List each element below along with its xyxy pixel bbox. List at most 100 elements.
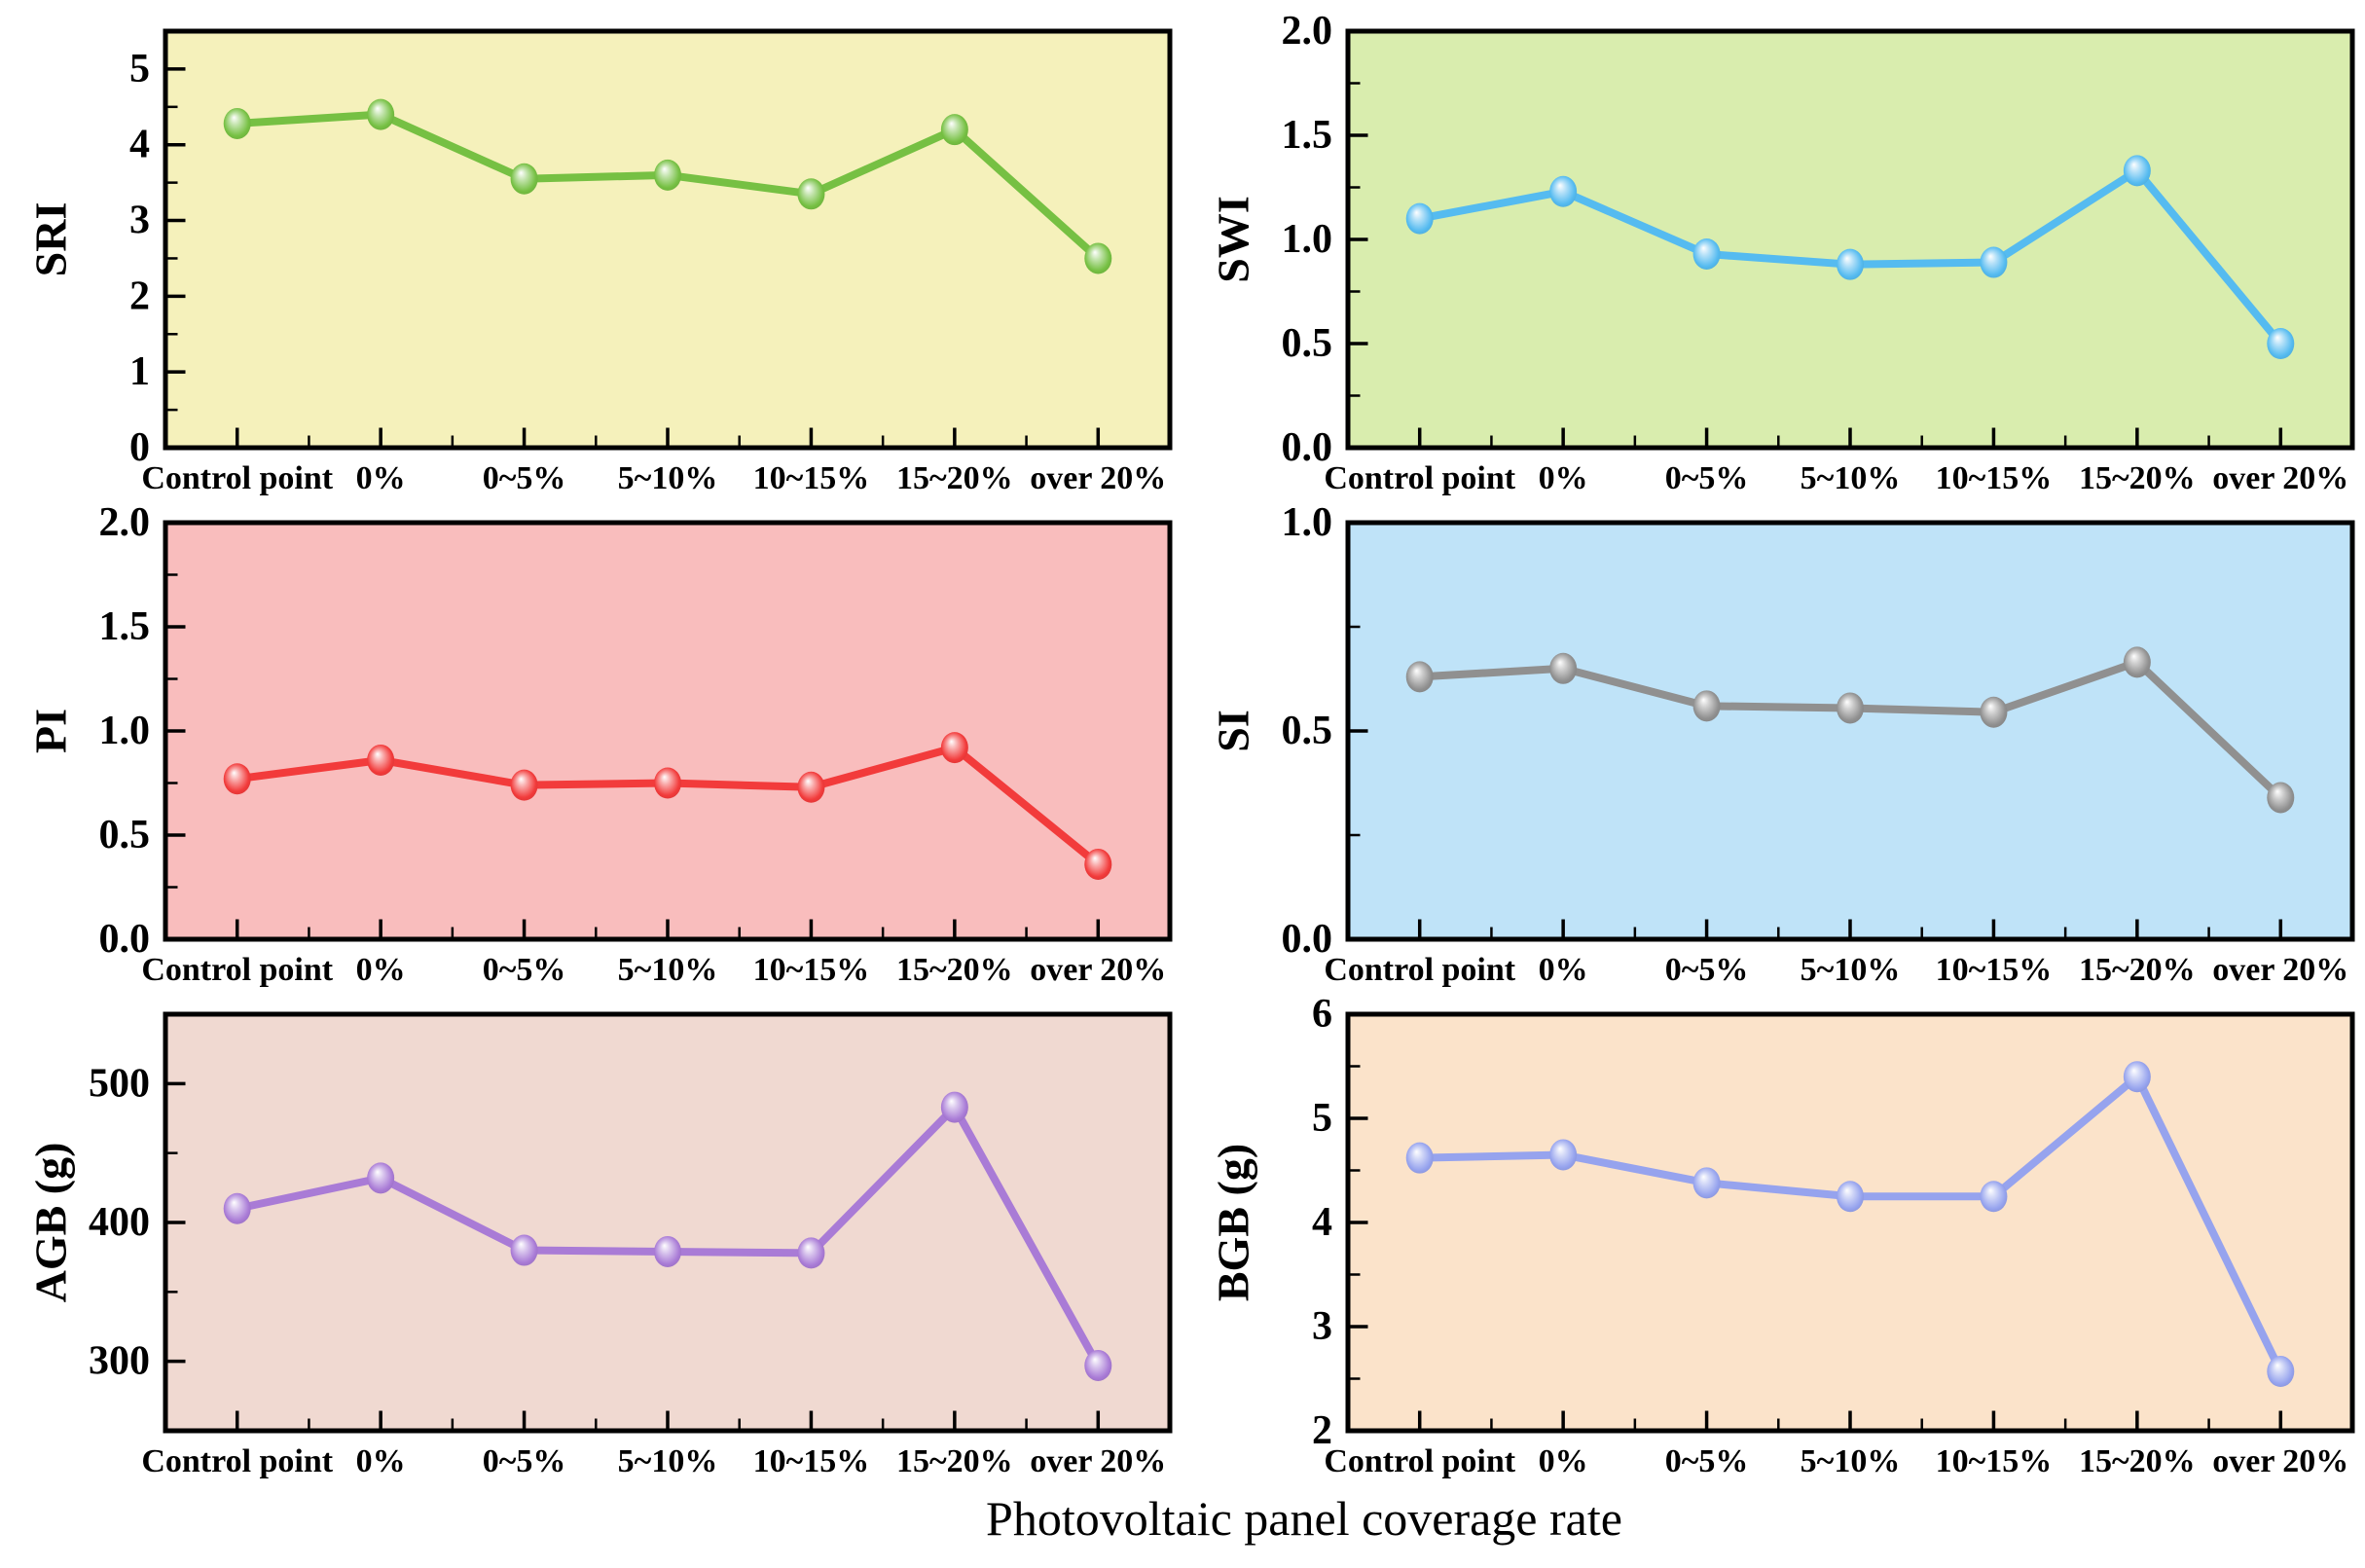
x-tick-label: 5~10% — [618, 952, 718, 988]
data-point — [1549, 652, 1578, 684]
x-tick-label: 0~5% — [483, 460, 566, 496]
plot-border — [163, 1011, 1173, 1434]
x-tick-label: 0% — [356, 1443, 406, 1479]
x-tick-label: 0~5% — [1665, 1443, 1749, 1479]
panel-swi: 0.0 0.5 1.0 1.5 2.0 Control point 0% 0~5% 5~10% 1… — [1182, 10, 2365, 501]
data-point — [797, 771, 825, 803]
plot-area — [1348, 1014, 2352, 1431]
plot-area — [1348, 523, 2352, 939]
x-tick-label: 15~20% — [2079, 460, 2196, 496]
data-point — [367, 744, 395, 776]
x-tick-label: 0% — [1539, 952, 1588, 988]
y-tick-label: 300 — [89, 1339, 150, 1384]
y-tick-label: 3 — [129, 199, 150, 243]
x-tick-label: 0% — [1539, 1443, 1588, 1479]
data-point — [367, 1162, 395, 1194]
y-tick-label: 2.0 — [99, 501, 151, 545]
data-point — [1980, 246, 2008, 278]
x-tick-label: 15~20% — [896, 1443, 1013, 1479]
x-tick-label: 10~15% — [753, 1443, 870, 1479]
y-tick-label: 2 — [1312, 1408, 1332, 1453]
data-point — [510, 769, 538, 801]
data-point — [654, 767, 681, 799]
pi-chart: 0.0 0.5 1.0 1.5 2.0 Control point 0% 0~5% 5~10% 1… — [26, 501, 1173, 988]
data-point — [797, 1237, 825, 1269]
x-tick-label: over 20% — [1030, 460, 1166, 496]
y-tick-label: 5 — [1312, 1096, 1332, 1141]
data-point — [2267, 1356, 2295, 1388]
swi-chart: 0.0 0.5 1.0 1.5 2.0 Control point 0% 0~5% 5~10% 1… — [1209, 10, 2355, 496]
x-tick-label: 0% — [1539, 460, 1588, 496]
panel-agb: 300 400 500 Control point 0% 0~5% 5~10% 10~15% 1… — [0, 993, 1182, 1484]
x-tick-label: 5~10% — [1801, 1443, 1901, 1479]
panel-pi: 0.0 0.5 1.0 1.5 2.0 Control point 0% 0~5% 5~10% 1… — [0, 501, 1182, 993]
x-tick-label: 5~10% — [618, 460, 718, 496]
x-tick-label: 10~15% — [1936, 460, 2053, 496]
data-point — [1084, 1349, 1112, 1381]
x-tick-label: over 20% — [2212, 952, 2348, 988]
y-axis-label: SRI — [26, 202, 76, 277]
y-tick-label: 0.5 — [1282, 709, 1333, 753]
x-tick-label: Control point — [1324, 1443, 1515, 1479]
y-tick-label: 2.0 — [1282, 10, 1333, 54]
x-tick-label: 15~20% — [2079, 952, 2196, 988]
x-axis-title: Photovoltaic panel coverage rate — [986, 1491, 1622, 1546]
x-tick-label: 15~20% — [896, 952, 1013, 988]
x-tick-label: Control point — [141, 952, 333, 988]
y-axis-label: BGB (g) — [1209, 1144, 1258, 1301]
chart-grid: 0 1 2 3 4 5 Control point 0% 0~5% 5~10% 10~15% 15~2… — [0, 10, 2365, 1484]
x-tick-label: over 20% — [1030, 1443, 1166, 1479]
x-tick-label: 10~15% — [753, 460, 870, 496]
y-tick-label: 1 — [129, 349, 150, 394]
data-point — [1837, 1181, 1864, 1213]
panel-sri: 0 1 2 3 4 5 Control point 0% 0~5% 5~10% 10~15% 15~2… — [0, 10, 1182, 501]
data-point — [2123, 646, 2151, 678]
y-tick-label: 1.5 — [1282, 113, 1333, 158]
data-point — [1549, 175, 1578, 207]
data-point — [1084, 848, 1112, 880]
data-point — [2123, 155, 2151, 187]
data-point — [223, 107, 251, 139]
y-tick-label: 4 — [1312, 1200, 1332, 1245]
data-point — [940, 114, 968, 146]
y-axis-label: SWI — [1209, 196, 1258, 282]
y-tick-label: 1.0 — [99, 709, 151, 753]
data-point — [2123, 1061, 2151, 1093]
y-tick-label: 0.0 — [1282, 425, 1333, 470]
x-tick-label: 0% — [356, 460, 406, 496]
data-point — [654, 159, 681, 191]
y-tick-label: 5 — [129, 47, 150, 91]
data-point — [1549, 1139, 1578, 1171]
agb-chart: 300 400 500 Control point 0% 0~5% 5~10% 10~15% 1… — [26, 1011, 1173, 1479]
sri-chart: 0 1 2 3 4 5 Control point 0% 0~5% 5~10% 10~15% 15~2… — [26, 28, 1173, 496]
data-point — [1405, 1142, 1434, 1174]
x-tick-label: 10~15% — [1936, 952, 2053, 988]
data-point — [940, 1091, 968, 1123]
data-point — [1980, 696, 2008, 728]
y-tick-label: 6 — [1312, 993, 1332, 1037]
y-tick-label: 4 — [129, 123, 150, 167]
data-point — [1084, 242, 1112, 274]
plot-area — [165, 523, 1170, 939]
data-point — [1837, 248, 1864, 280]
data-point — [223, 1192, 251, 1224]
y-tick-label: 0.5 — [1282, 321, 1333, 366]
x-tick-label: Control point — [1324, 460, 1515, 496]
x-tick-label: over 20% — [1030, 952, 1166, 988]
y-tick-label: 3 — [1312, 1304, 1332, 1349]
data-point — [797, 178, 825, 210]
data-point — [1405, 202, 1434, 235]
x-tick-label: 10~15% — [753, 952, 870, 988]
x-tick-label: 5~10% — [1801, 460, 1901, 496]
x-tick-label: 15~20% — [896, 460, 1013, 496]
y-tick-label: 1.0 — [1282, 217, 1333, 262]
x-tick-label: 5~10% — [618, 1443, 718, 1479]
y-tick-label: 0.0 — [1282, 917, 1333, 962]
data-point — [223, 763, 251, 795]
panel-bgb: 2 3 4 5 6 Control point 0% 0~5% 5~10% 10~15% 15~20… — [1182, 993, 2365, 1484]
x-tick-label: 0~5% — [1665, 460, 1749, 496]
y-tick-label: 0.0 — [99, 917, 151, 962]
x-tick-label: Control point — [141, 1443, 333, 1479]
y-tick-label: 1.0 — [1282, 501, 1333, 545]
data-point — [1405, 661, 1434, 693]
